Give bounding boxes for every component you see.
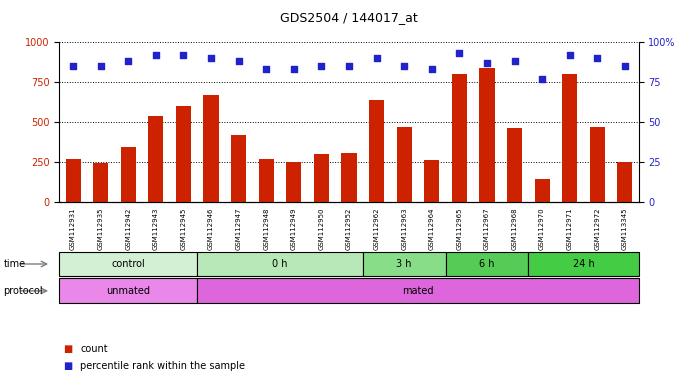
Bar (363, 252, 445, 276)
Text: protocol: protocol (3, 286, 43, 296)
Bar (617, 162, 632, 202)
Text: count: count (80, 344, 108, 354)
Bar (445, 252, 528, 276)
Point (205, 55, 216, 61)
Bar (204, 95, 218, 202)
Text: time: time (3, 259, 26, 269)
Point (288, 66, 299, 73)
Text: 24 h: 24 h (572, 259, 595, 269)
Point (399, 63, 410, 69)
Point (564, 52, 575, 58)
Bar (480, 68, 494, 202)
Bar (314, 154, 329, 202)
Bar (176, 106, 191, 202)
Bar (121, 147, 136, 202)
Text: control: control (112, 259, 145, 269)
Bar (396, 127, 412, 202)
Text: mated: mated (402, 286, 433, 296)
Bar (507, 128, 522, 202)
Bar (59, 252, 198, 276)
Text: ■: ■ (63, 344, 72, 354)
Bar (198, 252, 363, 276)
Point (123, 58, 134, 65)
Bar (562, 74, 577, 202)
Point (233, 58, 244, 65)
Text: ■: ■ (63, 361, 72, 371)
Point (592, 55, 603, 61)
Point (315, 63, 327, 69)
Point (482, 60, 493, 66)
Bar (528, 252, 639, 276)
Text: 0 h: 0 h (272, 259, 288, 269)
Text: unmated: unmated (106, 286, 150, 296)
Point (426, 66, 438, 73)
Point (454, 50, 465, 56)
Point (619, 63, 630, 69)
Point (509, 58, 520, 65)
Text: 3 h: 3 h (396, 259, 412, 269)
Bar (590, 127, 605, 202)
Bar (452, 74, 467, 202)
Point (178, 52, 189, 58)
Point (343, 63, 355, 69)
Point (68, 63, 79, 69)
Point (371, 55, 383, 61)
Point (260, 66, 272, 73)
Bar (424, 160, 439, 202)
Point (95, 63, 106, 69)
Text: GDS2504 / 144017_at: GDS2504 / 144017_at (280, 12, 418, 25)
Bar (59, 278, 198, 303)
Point (150, 52, 161, 58)
Bar (286, 162, 302, 202)
Point (537, 76, 548, 82)
Bar (259, 159, 274, 202)
Bar (198, 278, 639, 303)
Bar (535, 179, 550, 202)
Bar (231, 135, 246, 202)
Text: percentile rank within the sample: percentile rank within the sample (80, 361, 245, 371)
Text: 6 h: 6 h (480, 259, 495, 269)
Bar (341, 153, 357, 202)
Bar (148, 116, 163, 202)
Bar (369, 99, 384, 202)
Bar (93, 162, 108, 202)
Bar (66, 159, 81, 202)
